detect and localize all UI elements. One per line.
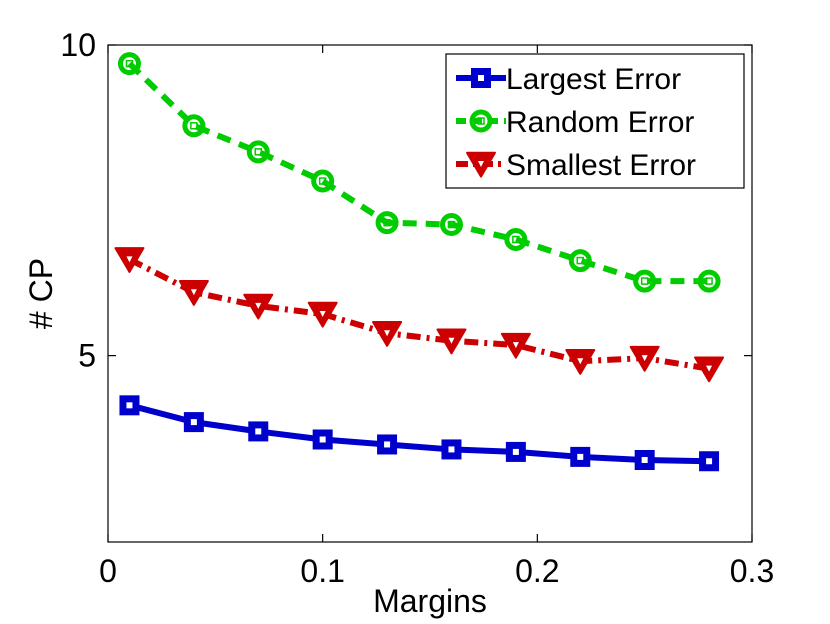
data-point-center: [125, 59, 134, 68]
data-point-center: [640, 277, 649, 285]
series-layer: [114, 52, 725, 472]
series-random-error: [117, 52, 721, 293]
data-point-center: [448, 446, 455, 453]
x-tick-label: 0: [99, 553, 117, 589]
data-point-center: [126, 402, 133, 409]
data-point-center: [319, 436, 326, 443]
legend-item: Largest Error: [456, 63, 681, 96]
data-point-center: [383, 218, 391, 227]
data-point: [311, 169, 335, 193]
data-point-center: [706, 365, 713, 372]
data-point-center: [190, 122, 198, 130]
data-point: [697, 269, 721, 293]
data-point: [117, 52, 141, 76]
data-point-center: [577, 453, 584, 460]
ticks-layer: 0 0.1 0.2 0.3 5 10: [60, 27, 774, 589]
data-point-center: [512, 448, 519, 455]
series-smallest-error: [114, 247, 725, 383]
series-line: [128, 256, 710, 372]
data-point-center: [576, 256, 585, 265]
data-point: [182, 114, 206, 138]
legend-marker-center: [478, 161, 484, 167]
series-line: [128, 402, 710, 465]
data-point-center: [190, 419, 197, 426]
data-point-center: [318, 177, 327, 185]
legend-item: Smallest Error: [456, 149, 696, 182]
data-point-center: [254, 148, 263, 156]
x-tick-label: 0.2: [515, 553, 559, 589]
legend-marker: [469, 109, 493, 133]
data-point-center: [126, 256, 133, 263]
data-point-center: [255, 302, 262, 309]
x-tick-label: 0.3: [730, 553, 774, 589]
legend-item: Random Error: [456, 106, 694, 139]
legend: Largest Error Random Error Smallest Error: [445, 53, 745, 189]
series-line: [127, 61, 710, 285]
data-point-center: [384, 330, 391, 337]
data-point-center: [255, 428, 262, 435]
data-point: [375, 211, 399, 235]
data-point-center: [448, 337, 455, 344]
data-point: [246, 140, 270, 164]
legend-label: Smallest Error: [506, 149, 696, 182]
legend-marker-center: [477, 117, 485, 125]
legend-label: Largest Error: [506, 63, 681, 96]
data-point: [633, 269, 657, 293]
data-point-center: [512, 342, 519, 349]
data-point-center: [641, 355, 648, 362]
y-tick-label: 10: [60, 27, 96, 63]
data-point-center: [447, 220, 456, 229]
y-axis-label: # CP: [23, 258, 59, 329]
data-point-center: [577, 358, 584, 365]
data-point-center: [190, 289, 197, 296]
data-point-center: [706, 458, 713, 465]
series-largest-error: [119, 395, 720, 472]
data-point-center: [384, 441, 391, 448]
legend-marker-center: [478, 75, 484, 81]
data-point-center: [641, 456, 648, 463]
data-point: [568, 249, 592, 273]
data-point-center: [512, 235, 520, 244]
data-point: [504, 227, 528, 251]
data-point-center: [705, 277, 713, 285]
data-point-center: [319, 311, 326, 318]
y-tick-label: 5: [78, 338, 96, 374]
data-point: [439, 213, 463, 237]
legend-label: Random Error: [506, 106, 694, 139]
x-tick-label: 0.1: [300, 553, 344, 589]
x-axis-label: Margins: [373, 583, 487, 619]
